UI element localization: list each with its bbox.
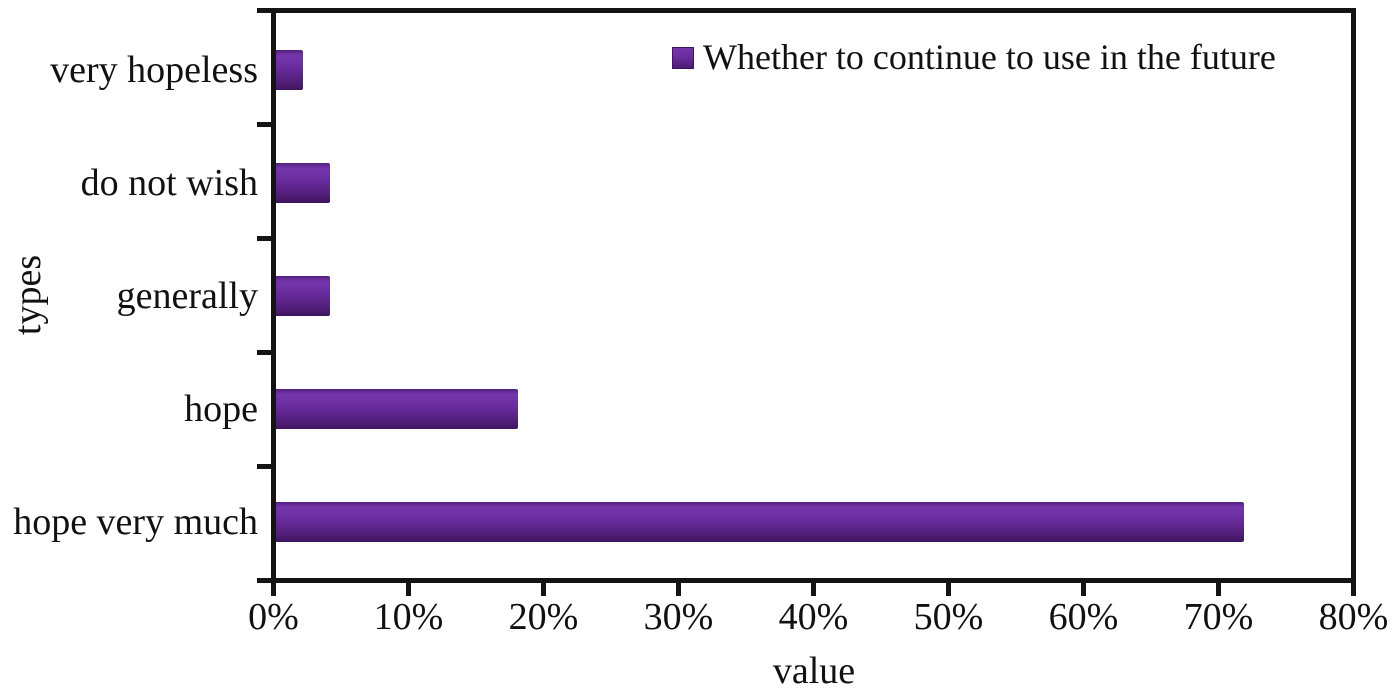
x-tick-label: 0%	[248, 596, 299, 638]
x-tick-label: 60%	[1048, 596, 1119, 638]
x-tick-label: 20%	[508, 596, 579, 638]
bar-generally	[276, 275, 330, 316]
category-label: hope	[184, 387, 258, 430]
y-axis-tick	[257, 464, 272, 469]
legend-square-icon	[672, 47, 694, 69]
x-axis-tick	[946, 583, 951, 596]
x-tick-label: 50%	[913, 596, 984, 638]
x-axis-tick	[271, 583, 276, 596]
y-axis-tick	[257, 236, 272, 241]
category-label: very hopeless	[50, 48, 258, 91]
bar-hope-very-much	[276, 501, 1244, 542]
x-axis-tick	[1216, 583, 1221, 596]
x-axis-tick	[1081, 583, 1086, 596]
y-axis-tick	[257, 350, 272, 355]
x-tick-label: 30%	[643, 596, 714, 638]
x-axis-tick	[406, 583, 411, 596]
y-category-labels: very hopeless do not wish generally hope hop…	[0, 13, 258, 578]
plot-area: Whether to continue to use in the future	[271, 8, 1356, 583]
y-axis-tick	[257, 8, 272, 13]
x-tick-label: 70%	[1183, 596, 1254, 638]
y-axis-title: types	[7, 254, 49, 336]
legend: Whether to continue to use in the future	[672, 35, 1276, 79]
x-axis-tick	[1351, 583, 1356, 596]
category-label: hope very much	[13, 500, 258, 543]
x-axis-tick	[676, 583, 681, 596]
bar-very-hopeless	[276, 49, 303, 90]
x-axis-title: value	[772, 650, 856, 692]
y-axis-tick	[257, 578, 272, 583]
x-tick-label: 40%	[778, 596, 849, 638]
y-axis-tick	[257, 122, 272, 127]
legend-label: Whether to continue to use in the future	[703, 37, 1276, 77]
x-tick-label: 80%	[1318, 596, 1389, 638]
category-label: generally	[116, 274, 258, 317]
bar-hope	[276, 388, 518, 429]
x-tick-label: 10%	[373, 596, 444, 638]
category-label: do not wish	[80, 161, 258, 204]
bar-do-not-wish	[276, 162, 330, 203]
x-axis-tick	[541, 583, 546, 596]
x-axis-tick	[811, 583, 816, 596]
